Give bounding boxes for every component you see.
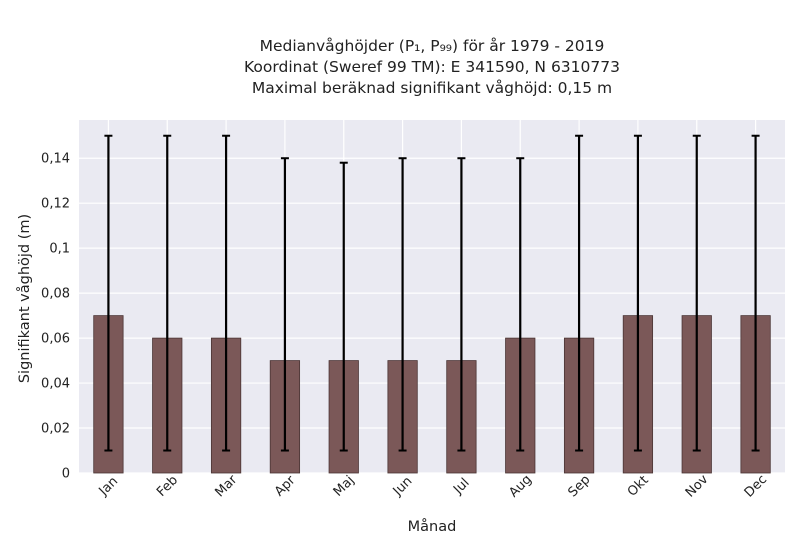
chart-title-line: Medianvåghöjder (P₁, P₉₉) för år 1979 - … <box>260 37 605 55</box>
y-tick-labels: 0 0,02 0,04 0,06 0,08 0,1 0,12 0,14 <box>41 152 70 482</box>
x-tick-label: Jan <box>96 474 121 499</box>
y-tick-label: 0,08 <box>41 287 70 302</box>
x-axis-label: Månad <box>408 518 457 535</box>
x-tick-label: Feb <box>154 473 181 500</box>
error-bar <box>398 157 407 452</box>
y-tick-label: 0,12 <box>41 197 70 212</box>
y-tick-label: 0,02 <box>41 422 70 437</box>
error-bar <box>280 157 289 452</box>
chart-title-line: Koordinat (Sweref 99 TM): E 341590, N 63… <box>244 58 620 76</box>
error-bar <box>163 134 172 452</box>
x-tick-labels: Jan Feb Mar Apr Maj Jun Jul Aug Sep Okt Nov Dec <box>96 472 770 501</box>
x-tick-label: Apr <box>272 473 299 500</box>
x-tick-label: Jul <box>450 476 472 498</box>
chart-title: Medianvåghöjder (P₁, P₉₉) för år 1979 - … <box>244 37 620 97</box>
x-tick-label: Nov <box>683 472 712 501</box>
y-tick-label: 0,14 <box>41 152 70 167</box>
error-bar <box>751 134 760 452</box>
x-tick-label: Jun <box>390 474 416 500</box>
x-tick-label: Aug <box>506 472 535 501</box>
error-bars <box>104 134 760 452</box>
x-tick-label: Sep <box>565 472 593 500</box>
y-axis-label: Signifikant våghöjd (m) <box>16 214 33 383</box>
error-bar <box>692 134 701 452</box>
error-bar <box>457 157 466 452</box>
chart-title-line: Maximal beräknad signifikant våghöjd: 0,… <box>252 79 612 97</box>
y-tick-label: 0 <box>62 467 70 482</box>
error-bar <box>104 134 113 452</box>
y-tick-label: 0,06 <box>41 332 70 347</box>
y-gridlines <box>79 157 785 474</box>
error-bar <box>575 134 584 452</box>
x-tick-label: Maj <box>331 473 358 500</box>
y-tick-label: 0,04 <box>41 377 70 392</box>
error-bar <box>633 134 642 452</box>
x-tick-label: Okt <box>625 473 652 500</box>
x-tick-label: Mar <box>212 472 240 500</box>
error-bar <box>516 157 525 452</box>
error-bar <box>222 134 231 452</box>
x-tick-label: Dec <box>742 472 770 500</box>
plot-area <box>79 120 785 473</box>
y-tick-label: 0,1 <box>49 242 70 257</box>
error-bar <box>339 161 348 452</box>
